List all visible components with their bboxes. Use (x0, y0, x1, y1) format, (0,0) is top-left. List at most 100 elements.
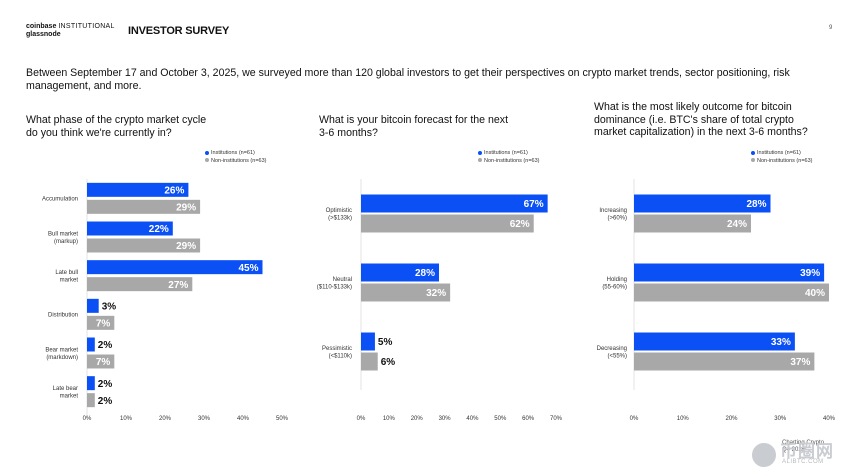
chart1-category-label: Late bull (55, 270, 78, 276)
chart1-category-label: market (60, 393, 79, 399)
chart3-bar-non-institutions (634, 214, 751, 233)
chart1-category-label: Bull market (48, 231, 78, 237)
legend-label: Non-institutions (n=63) (757, 157, 813, 164)
legend-item-non-institutions: Non-institutions (n=63) (205, 158, 267, 166)
chart3-data-label: 39% (800, 268, 820, 279)
chart3-category-label: (<55%) (607, 353, 627, 359)
chart1-bar-institutions (87, 260, 263, 275)
chart1-bar-non-institutions (87, 393, 95, 408)
chart3-question-line: dominance (i.e. BTC's share of total cry… (594, 113, 794, 126)
chart3-category-label: Increasing (599, 208, 627, 214)
chart3-data-label: 28% (746, 199, 766, 210)
chart1-category-label: Accumulation (42, 196, 78, 202)
chart1-data-label: 29% (176, 241, 196, 252)
chart1-bar-non-institutions (87, 238, 201, 253)
chart2-question: What is your bitcoin forecast for the ne… (319, 114, 508, 139)
legend-label: Non-institutions (n=63) (484, 157, 540, 164)
chart3-x-tick-label: 30% (774, 416, 787, 422)
legend-dot-icon (478, 150, 482, 155)
chart1-x-tick-label: 0% (83, 416, 92, 422)
chart3-x-tick-label: 40% (823, 416, 836, 422)
chart1-x-tick-label: 30% (198, 416, 211, 422)
chart1-bar-institutions (87, 376, 95, 391)
chart2-question-line: 3-6 months? (319, 126, 378, 139)
chart3-bar-non-institutions (634, 283, 829, 302)
page-header: coinbase INSTITUTIONAL glassnode INVESTO… (0, 0, 860, 50)
chart2-x-tick-label: 60% (522, 416, 535, 422)
brand-logo-coinbase: coinbase INSTITUTIONAL (26, 23, 115, 30)
legend-label: Institutions (n=61) (757, 150, 801, 156)
legend-item-institutions: Institutions (n=61) (751, 150, 813, 158)
chart2-data-label: 67% (524, 199, 544, 210)
brand-name: coinbase (26, 23, 57, 30)
chart1-x-tick-label: 40% (237, 416, 250, 422)
legend-item-institutions: Institutions (n=61) (478, 150, 540, 158)
chart2-bar-institutions (361, 263, 439, 282)
legend-dot-icon (205, 158, 209, 163)
footer-title: Charting Crypto (782, 440, 825, 446)
chart1-data-label: 27% (168, 280, 188, 291)
chart1-data-label: 7% (96, 357, 111, 368)
chart1-bar-non-institutions (87, 354, 115, 369)
chart1-category-label: (markdown) (46, 355, 78, 361)
footer: Charting Crypto Q4 2025 (782, 440, 824, 454)
chart1-category-label: market (60, 277, 79, 283)
chart2-bar-non-institutions (361, 214, 534, 233)
chart2-question-line: What is your bitcoin forecast for the ne… (319, 114, 509, 126)
chart1-data-label: 29% (176, 202, 196, 213)
legend-item-non-institutions: Non-institutions (n=63) (751, 158, 813, 166)
legend-label: Institutions (n=61) (484, 150, 528, 156)
chart1-bar-institutions (87, 182, 189, 197)
chart1-x-tick-label: 20% (159, 416, 172, 422)
chart1-question-line: do you think we're currently in? (26, 126, 172, 139)
chart2-x-tick-label: 30% (439, 416, 452, 422)
chart3-legend: Institutions (n=61) Non-institutions (n=… (751, 150, 813, 165)
chart1-bar-non-institutions (87, 277, 193, 292)
chart1-data-label: 22% (149, 224, 169, 235)
chart3-category-label: (>60%) (607, 215, 627, 221)
watermark-logo-icon (752, 443, 776, 467)
chart3-data-label: 33% (771, 337, 791, 348)
chart1-category-label: (markup) (54, 239, 78, 245)
chart1-data-label: 3% (102, 301, 117, 312)
chart1-question: What phase of the crypto market cycle do… (26, 114, 206, 139)
chart1-category-label: Distribution (48, 312, 78, 318)
chart2-data-label: 28% (415, 268, 435, 279)
chart3-category-label: Decreasing (597, 346, 627, 352)
legend-dot-icon (205, 150, 209, 155)
chart3-question-line: market capitalization) in the next 3-6 m… (594, 126, 808, 138)
chart3-bar-non-institutions (634, 352, 815, 371)
chart2-category-label: ($110-$133k) (317, 284, 352, 290)
watermark: 币圈网 ALIBTC.COM (752, 437, 860, 469)
chart2-category-label: Neutral (333, 277, 352, 283)
chart1-data-label: 26% (164, 185, 184, 196)
report-title: INVESTOR SURVEY (128, 25, 230, 37)
legend-dot-icon (751, 158, 755, 163)
chart1-data-label: 7% (96, 318, 111, 329)
chart1-data-label: 45% (238, 263, 258, 274)
chart2-x-tick-label: 10% (383, 416, 396, 422)
chart3-category-label: Holding (607, 277, 627, 283)
chart1-legend: Institutions (n=61) Non-institutions (n=… (205, 150, 267, 165)
chart1-category-label: Late bear (53, 386, 78, 392)
chart2-bar-non-institutions (361, 352, 378, 371)
chart1-bar-non-institutions (87, 315, 115, 330)
brand-suffix: INSTITUTIONAL (58, 23, 115, 30)
chart2-x-tick-label: 70% (550, 416, 563, 422)
chart3-data-label: 40% (805, 288, 825, 299)
chart1-bar-institutions (87, 221, 173, 236)
legend-dot-icon (751, 150, 755, 155)
chart2-category-label: (>$133k) (328, 215, 352, 221)
chart2-data-label: 6% (381, 357, 396, 368)
chart2-x-tick-label: 50% (494, 416, 507, 422)
watermark-subtext: ALIBTC.COM (782, 459, 824, 465)
chart1-bar-non-institutions (87, 199, 201, 214)
chart3-bar-institutions (634, 263, 825, 282)
legend-label: Non-institutions (n=63) (211, 157, 267, 164)
chart1-data-label: 2% (98, 379, 113, 390)
chart3-x-tick-label: 20% (725, 416, 738, 422)
legend-item-institutions: Institutions (n=61) (205, 150, 267, 158)
chart1-category-label: Bear market (45, 347, 78, 353)
chart2-category-label: (<$110k) (329, 353, 352, 359)
